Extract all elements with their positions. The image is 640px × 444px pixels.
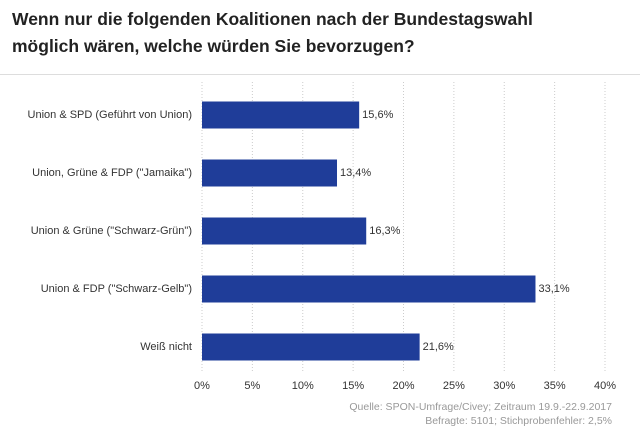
y-tick-label: Weiß nicht	[140, 341, 192, 353]
value-label: 15,6%	[362, 109, 393, 121]
value-label: 13,4%	[340, 167, 371, 179]
y-tick-label: Union, Grüne & FDP ("Jamaika")	[32, 167, 192, 179]
bar	[202, 275, 536, 303]
chart-title: Wenn nur die folgenden Koalitionen nach …	[12, 9, 533, 56]
source-note: Quelle: SPON-Umfrage/Civey; Zeitraum 19.…	[349, 401, 612, 413]
x-tick-label: 15%	[342, 380, 364, 392]
bar	[202, 159, 338, 187]
divider	[0, 74, 640, 75]
x-tick-label: 5%	[244, 380, 260, 392]
x-tick-label: 35%	[544, 380, 566, 392]
value-label: 33,1%	[538, 283, 569, 295]
x-tick-label: 40%	[594, 380, 616, 392]
bar	[202, 217, 367, 245]
x-tick-label: 20%	[392, 380, 414, 392]
y-tick-label: Union & FDP ("Schwarz-Gelb")	[41, 283, 192, 295]
x-tick-label: 0%	[194, 380, 210, 392]
value-label: 16,3%	[369, 225, 400, 237]
x-tick-label: 25%	[443, 380, 465, 392]
bar	[202, 333, 420, 361]
y-tick-label: Union & Grüne ("Schwarz-Grün")	[31, 225, 192, 237]
bar	[202, 101, 360, 129]
x-tick-label: 30%	[493, 380, 515, 392]
source-note: Befragte: 5101; Stichprobenfehler: 2,5%	[425, 415, 612, 427]
value-label: 21,6%	[423, 341, 454, 353]
x-tick-label: 10%	[292, 380, 314, 392]
y-tick-label: Union & SPD (Geführt von Union)	[28, 109, 192, 121]
